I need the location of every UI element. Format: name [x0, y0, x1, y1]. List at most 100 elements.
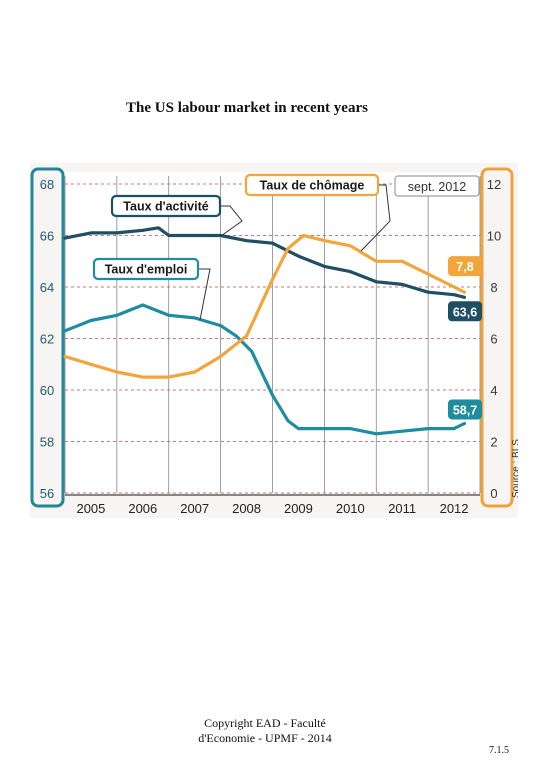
series-point	[219, 324, 223, 328]
series-point	[297, 427, 300, 431]
participation-end-value-box	[448, 301, 482, 322]
series-point	[348, 244, 352, 248]
series-point	[167, 234, 171, 237]
left-tick-label: 62	[40, 332, 54, 347]
participation-box	[110, 194, 222, 218]
participation-label: Taux d'activité	[123, 200, 208, 214]
x-tick-label: 2007	[180, 501, 209, 516]
series-point	[463, 422, 466, 425]
page-title: The US labour market in recent years	[126, 100, 368, 116]
series-point	[286, 419, 290, 423]
unemployment-box	[244, 173, 380, 197]
right-tick-label: 4	[490, 383, 497, 398]
series-point	[245, 334, 248, 338]
page-number: 7.1.5	[489, 745, 509, 756]
series-point	[193, 234, 197, 237]
series-point	[426, 427, 430, 431]
series-point	[141, 375, 145, 379]
series-point	[63, 236, 67, 240]
series-point	[426, 272, 430, 276]
series-point	[452, 285, 456, 289]
series-point	[348, 427, 352, 431]
left-tick-label: 64	[40, 280, 54, 295]
right-tick-label: 10	[487, 229, 501, 244]
series-point	[348, 270, 352, 273]
footer-line-1: Copyright EAD - Faculté	[204, 716, 326, 730]
x-tick-label: 2009	[284, 501, 313, 516]
series-point	[63, 355, 67, 358]
series-point	[156, 226, 160, 230]
series-point	[400, 429, 404, 433]
series-point	[193, 316, 197, 320]
series-point	[463, 295, 466, 299]
series-point	[302, 234, 306, 237]
x-tick-label: 2011	[388, 501, 416, 516]
series-point	[250, 349, 254, 353]
series-point	[297, 254, 300, 258]
series-point	[322, 265, 326, 268]
right-tick-label: 0	[490, 486, 497, 501]
series-point	[63, 329, 67, 333]
series-point	[271, 277, 274, 281]
employment-leader	[198, 268, 211, 321]
employment-end-value-box	[448, 399, 482, 420]
series-point	[234, 334, 238, 338]
chart: 56 58 60 62 64 66 68 0 2 4 6 8 10 12 2005 2006 2007 2008 2…	[30, 163, 518, 518]
participation-end-value: 63,6	[453, 305, 477, 319]
series-point	[374, 280, 378, 284]
x-tick-label: 2006	[128, 501, 157, 516]
series-point	[271, 393, 274, 397]
x-tick-label: 2010	[336, 501, 365, 516]
unemployment-end-value-box	[448, 256, 482, 277]
series-point	[271, 241, 274, 245]
unemployment-label: Taux de chômage	[260, 179, 365, 193]
right-tick-label: 6	[490, 332, 497, 347]
series-point	[245, 239, 248, 243]
series-point	[115, 370, 119, 374]
series-point	[167, 313, 171, 317]
series-point	[193, 370, 197, 374]
x-tick-label: 2012	[440, 501, 469, 516]
right-tick-label: 8	[490, 280, 497, 295]
x-tick-label: 2005	[76, 501, 105, 516]
series-point	[115, 231, 119, 235]
date-badge-box	[394, 175, 480, 197]
date-badge: sept. 2012	[408, 180, 466, 194]
series-point	[322, 239, 326, 243]
series-point	[141, 228, 145, 232]
series-point	[426, 290, 430, 294]
series-point	[322, 427, 326, 431]
series-point	[89, 231, 93, 235]
series-point	[141, 303, 145, 307]
participation-leader	[220, 205, 243, 237]
series-point	[89, 362, 93, 366]
series-point	[452, 293, 456, 297]
employment-end-value: 58,7	[453, 403, 477, 417]
left-tick-label: 56	[40, 486, 54, 501]
series-point	[400, 259, 404, 263]
copyright-footer: Copyright EAD - Faculté d'Economie - UPM…	[160, 716, 370, 746]
series-point	[374, 259, 378, 263]
series-point	[89, 319, 93, 322]
employment-label: Taux d'emploi	[105, 263, 188, 277]
series-line	[63, 233, 466, 379]
series-point	[219, 355, 223, 358]
right-axis-frame	[480, 167, 514, 508]
series-line	[63, 226, 466, 299]
left-tick-label: 58	[40, 435, 54, 450]
series-point	[400, 283, 404, 286]
series-point	[115, 313, 119, 317]
left-tick-label: 66	[40, 229, 54, 244]
series-point	[463, 290, 466, 294]
unemployment-leader	[360, 184, 391, 252]
series-point	[374, 432, 378, 436]
employment-box	[92, 257, 200, 281]
left-tick-label: 60	[40, 383, 54, 398]
source-note: Source : BLS	[511, 439, 518, 498]
right-tick-label: 12	[487, 177, 501, 192]
right-tick-label: 2	[490, 435, 497, 450]
x-tick-label: 2008	[232, 501, 261, 516]
left-axis-frame	[30, 167, 65, 508]
footer-line-2: d'Economie - UPMF - 2014	[198, 731, 332, 745]
